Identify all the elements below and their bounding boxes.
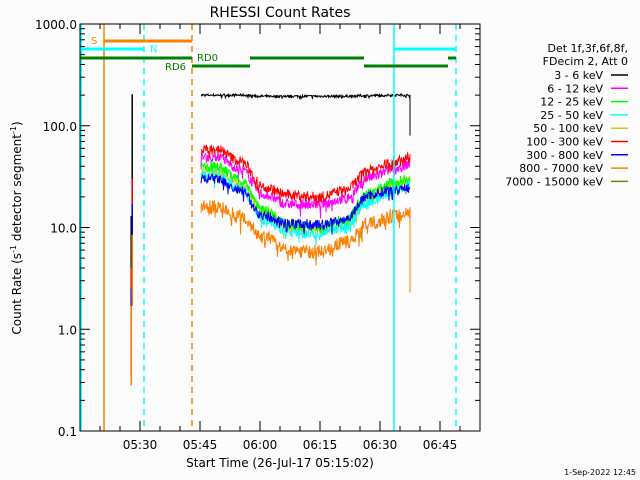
legend: Det 1f,3f,6f,8f, FDecim 2, Att 0 3 - 6 k… xyxy=(505,42,628,188)
y-tick-label: 1.0 xyxy=(58,323,77,337)
x-tick-label: 06:30 xyxy=(363,438,398,452)
flag-label-rd6: RD6 xyxy=(165,62,186,73)
x-axis-label: Start Time (26-Jul-17 05:15:02) xyxy=(186,456,374,470)
legend-label: 800 - 7000 keV xyxy=(519,162,603,175)
y-tick-label: 100.0 xyxy=(43,120,77,134)
y-tick-label: 1000.0 xyxy=(35,18,77,32)
legend-label: 6 - 12 keV xyxy=(547,82,603,95)
series-line-2 xyxy=(200,160,411,234)
x-tick-label: 05:30 xyxy=(123,438,158,452)
legend-label: 12 - 25 keV xyxy=(540,96,603,109)
x-tick-label: 06:15 xyxy=(303,438,338,452)
legend-label: 100 - 300 keV xyxy=(526,136,603,149)
axis-ticks: 05:30 05:45 06:00 06:15 06:30 06:45 0.1 1.0 10.0… xyxy=(35,18,480,452)
legend-label: 50 - 100 keV xyxy=(533,122,603,135)
legend-label: 25 - 50 keV xyxy=(540,109,603,122)
y-axis-label: Count Rate (s-1 detector segment-1) xyxy=(9,121,24,334)
legend-label: 7000 - 15000 keV xyxy=(505,175,603,188)
legend-header-1: Det 1f,3f,6f,8f, xyxy=(547,42,628,55)
chart-title: RHESSI Count Rates xyxy=(210,5,351,21)
flag-label-rd0: RD0 xyxy=(197,53,218,64)
legend-label: 300 - 800 keV xyxy=(526,149,603,162)
x-tick-label: 06:45 xyxy=(423,438,458,452)
series-line-0 xyxy=(200,92,411,136)
series-line-5 xyxy=(200,144,411,206)
series-line-6 xyxy=(200,172,411,235)
data-layer xyxy=(130,92,411,386)
flag-label-s: S xyxy=(91,36,97,47)
footer-timestamp: 1-Sep-2022 12:45 xyxy=(564,468,636,477)
legend-header-2: FDecim 2, Att 0 xyxy=(543,55,628,68)
flag-label-n: N xyxy=(150,44,157,55)
y-tick-label: 10.0 xyxy=(50,222,77,236)
flag-bars: S N RD0 RD6 xyxy=(80,36,456,73)
series-line-1 xyxy=(200,151,411,219)
x-tick-label: 05:45 xyxy=(183,438,218,452)
y-tick-label: 0.1 xyxy=(58,425,77,439)
x-tick-label: 06:00 xyxy=(243,438,278,452)
series-line-7 xyxy=(200,199,411,293)
legend-label: 3 - 6 keV xyxy=(554,69,603,82)
